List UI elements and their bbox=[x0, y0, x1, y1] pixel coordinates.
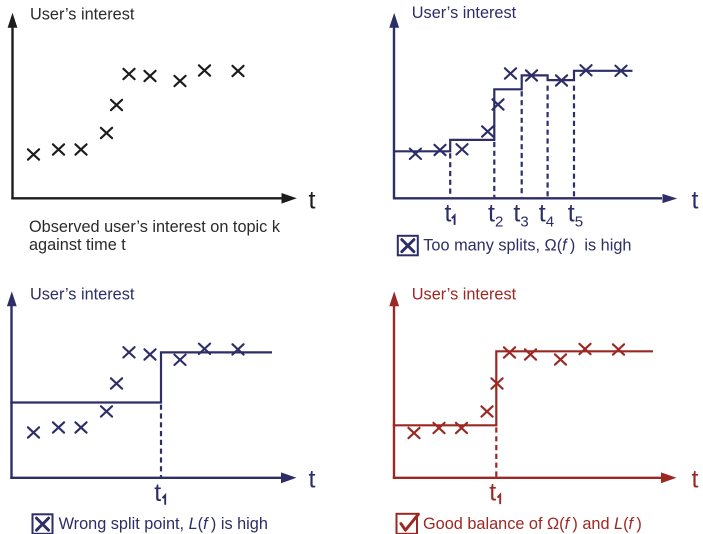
svg-text:User’s interest: User’s interest bbox=[412, 285, 517, 303]
svg-text:Observed user’s interest on to: Observed user’s interest on topic k bbox=[29, 218, 281, 236]
svg-text:Wrong split point, L(f ) is hi: Wrong split point, L(f ) is high bbox=[59, 515, 268, 533]
svg-text:t: t bbox=[309, 186, 316, 214]
svg-text:against time t: against time t bbox=[29, 236, 126, 254]
svg-text:Too many splits, Ω(f ) is hig: Too many splits, Ω(f ) is high bbox=[423, 237, 631, 255]
svg-text:t: t bbox=[445, 200, 452, 228]
svg-text:t5: t5 bbox=[568, 200, 583, 231]
svg-text:User’s interest: User’s interest bbox=[30, 6, 135, 24]
svg-text:t: t bbox=[489, 478, 496, 506]
svg-text:User’s interest: User’s interest bbox=[412, 4, 517, 22]
svg-text:Good balance of Ω(f ) and L(f: Good balance of Ω(f ) and L(f ) bbox=[423, 515, 642, 533]
svg-text:t3: t3 bbox=[513, 200, 528, 231]
svg-text:t4: t4 bbox=[539, 200, 554, 231]
svg-text:User’s interest: User’s interest bbox=[30, 285, 135, 303]
svg-text:t: t bbox=[309, 466, 316, 494]
svg-text:t: t bbox=[154, 479, 161, 507]
svg-text:t: t bbox=[692, 186, 699, 214]
svg-text:t: t bbox=[692, 466, 699, 494]
svg-text:t2: t2 bbox=[488, 200, 503, 231]
